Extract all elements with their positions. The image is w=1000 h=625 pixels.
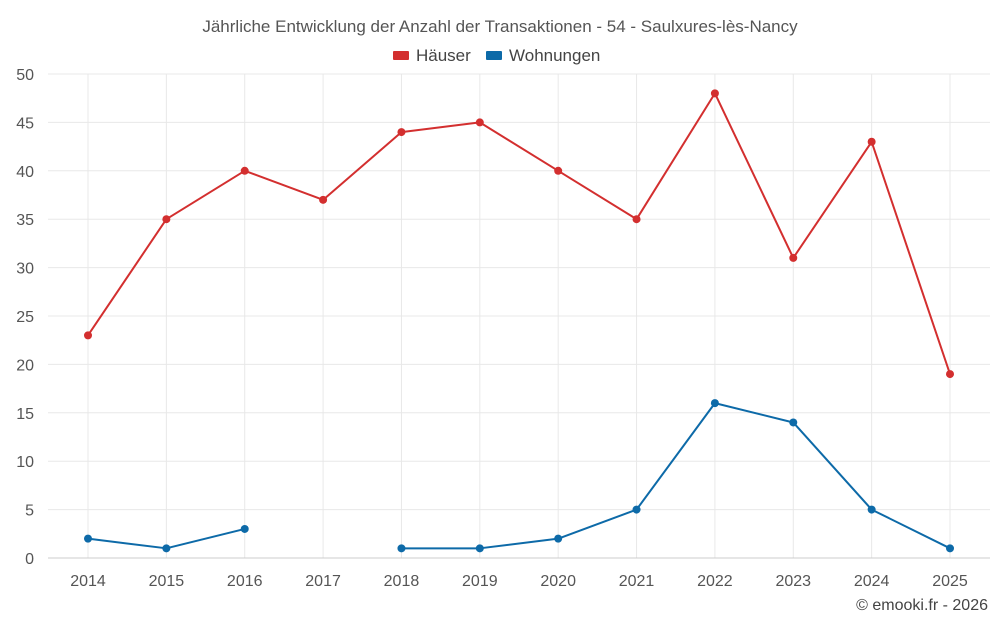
data-point-haeuser[interactable] <box>162 215 171 224</box>
data-point-haeuser[interactable] <box>789 253 798 262</box>
data-point-wohnungen[interactable] <box>475 544 484 553</box>
y-tick-label: 25 <box>16 309 34 326</box>
y-tick-label: 35 <box>16 212 34 229</box>
data-point-haeuser[interactable] <box>710 89 719 98</box>
legend-item-haeuser[interactable]: Häuser <box>393 46 471 65</box>
series-line-haeuser <box>87 92 951 376</box>
x-tick-label: 2019 <box>462 573 498 590</box>
data-point-wohnungen[interactable] <box>946 544 954 553</box>
credit-text: © emooki.fr - 2026 <box>856 597 988 614</box>
x-tick-label: 2014 <box>70 573 106 590</box>
x-tick-label: 2018 <box>384 573 420 590</box>
data-point-haeuser[interactable] <box>867 137 876 146</box>
legend-item-wohnungen[interactable]: Wohnungen <box>486 46 600 65</box>
data-point-wohnungen[interactable] <box>397 544 406 553</box>
data-point-haeuser[interactable] <box>240 166 249 175</box>
data-point-wohnungen[interactable] <box>710 399 719 408</box>
series-haeuser <box>84 89 954 379</box>
data-point-wohnungen[interactable] <box>240 524 249 533</box>
grid <box>48 73 990 558</box>
series <box>84 89 954 553</box>
data-point-haeuser[interactable] <box>946 370 954 379</box>
data-point-haeuser[interactable] <box>84 331 92 340</box>
y-tick-label: 50 <box>16 67 34 84</box>
legend-label-haeuser: Häuser <box>416 46 471 65</box>
data-point-haeuser[interactable] <box>397 128 406 137</box>
y-tick-label: 0 <box>25 551 34 568</box>
data-point-wohnungen[interactable] <box>84 534 92 543</box>
y-tick-label: 10 <box>16 454 34 471</box>
legend-label-wohnungen: Wohnungen <box>509 46 600 65</box>
y-tick-label: 30 <box>16 261 34 278</box>
data-point-wohnungen[interactable] <box>632 505 641 514</box>
data-point-haeuser[interactable] <box>554 166 563 175</box>
x-tick-label: 2020 <box>540 573 576 590</box>
y-tick-label: 15 <box>16 406 34 423</box>
x-tick-label: 2015 <box>149 573 185 590</box>
data-point-haeuser[interactable] <box>475 118 484 127</box>
x-tick-label: 2025 <box>932 573 968 590</box>
data-point-wohnungen[interactable] <box>162 544 171 553</box>
legend-swatch-wohnungen <box>486 51 502 60</box>
x-tick-label: 2017 <box>305 573 341 590</box>
chart-legend: Häuser Wohnungen <box>393 46 600 65</box>
x-tick-label: 2021 <box>619 573 655 590</box>
x-tick-label: 2023 <box>775 573 811 590</box>
data-point-wohnungen[interactable] <box>867 505 876 514</box>
data-point-wohnungen[interactable] <box>554 534 563 543</box>
x-tick-label: 2024 <box>854 573 890 590</box>
data-point-haeuser[interactable] <box>632 215 641 224</box>
x-tick-label: 2022 <box>697 573 733 590</box>
y-tick-label: 45 <box>16 115 34 132</box>
series-wohnungen <box>84 399 954 553</box>
y-tick-label: 5 <box>25 503 34 520</box>
y-tick-label: 40 <box>16 164 34 181</box>
chart-title: Jährliche Entwicklung der Anzahl der Tra… <box>202 17 798 36</box>
legend-swatch-haeuser <box>393 51 409 60</box>
data-point-haeuser[interactable] <box>319 195 328 204</box>
y-tick-label: 20 <box>16 357 34 374</box>
x-tick-label: 2016 <box>227 573 263 590</box>
series-line-wohnungen <box>400 402 951 550</box>
data-point-wohnungen[interactable] <box>789 418 798 427</box>
